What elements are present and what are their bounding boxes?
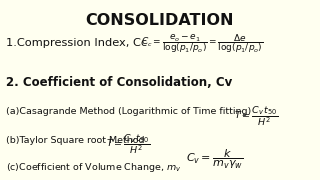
Text: $C_c = \dfrac{e_o - e_1}{\log(p_1 / p_o)} = \dfrac{\Delta e}{\log(p_1 / p_o)}$: $C_c = \dfrac{e_o - e_1}{\log(p_1 / p_o)…: [141, 32, 263, 55]
Text: $T = \dfrac{C_v\, t_{50}}{H^2}$: $T = \dfrac{C_v\, t_{50}}{H^2}$: [234, 104, 278, 128]
Text: (b)Taylor Square root Method: (b)Taylor Square root Method: [6, 136, 145, 145]
Text: $T = \dfrac{C_v\, t_{90}}{H^2}$: $T = \dfrac{C_v\, t_{90}}{H^2}$: [106, 132, 150, 156]
Text: CONSOLIDATION: CONSOLIDATION: [86, 13, 234, 28]
Text: 1.Compression Index, Cc: 1.Compression Index, Cc: [6, 38, 148, 48]
Text: (a)Casagrande Method (Logarithmic of Time fitting): (a)Casagrande Method (Logarithmic of Tim…: [6, 107, 252, 116]
Text: $C_v = \dfrac{k}{m_v \gamma_w}$: $C_v = \dfrac{k}{m_v \gamma_w}$: [186, 148, 243, 171]
Text: (c)Coefficient of Volume Change, $m_v$: (c)Coefficient of Volume Change, $m_v$: [6, 161, 182, 174]
Text: 2. Coefficient of Consolidation, Cv: 2. Coefficient of Consolidation, Cv: [6, 76, 233, 89]
